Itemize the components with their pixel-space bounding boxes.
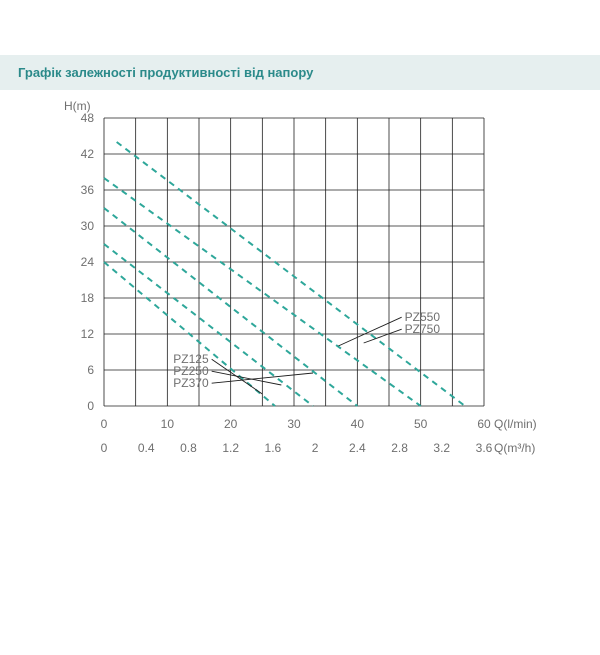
chart-title-bar: Графік залежності продуктивності від нап… <box>0 55 600 90</box>
y-tick: 0 <box>87 399 94 413</box>
x1-tick: 40 <box>351 417 365 431</box>
y-tick: 12 <box>81 327 95 341</box>
series-label: PZ750 <box>405 322 441 336</box>
x-axis-2-label: Q(m³/h) <box>494 441 535 455</box>
x2-tick: 0.8 <box>180 441 197 455</box>
y-tick: 36 <box>81 183 95 197</box>
x2-tick: 2.8 <box>391 441 408 455</box>
x-axis-1-label: Q(l/min) <box>494 417 537 431</box>
y-tick: 6 <box>87 363 94 377</box>
callout-line <box>364 329 402 343</box>
x1-tick: 50 <box>414 417 428 431</box>
y-tick: 24 <box>81 255 95 269</box>
x2-tick: 3.6 <box>476 441 493 455</box>
y-tick: 48 <box>81 111 95 125</box>
y-tick: 30 <box>81 219 95 233</box>
x2-tick: 2 <box>312 441 319 455</box>
chart-svg: H(m)0612182430364248PZ125PZ250PZ370PZ550… <box>0 90 600 560</box>
x1-tick: 10 <box>161 417 175 431</box>
x2-tick: 1.6 <box>265 441 282 455</box>
y-tick: 42 <box>81 147 95 161</box>
x2-tick: 3.2 <box>433 441 450 455</box>
performance-head-chart: H(m)0612182430364248PZ125PZ250PZ370PZ550… <box>0 90 600 560</box>
x2-tick: 0.4 <box>138 441 155 455</box>
y-tick: 18 <box>81 291 95 305</box>
x1-tick: 20 <box>224 417 238 431</box>
x2-tick: 1.2 <box>222 441 239 455</box>
x2-tick: 2.4 <box>349 441 366 455</box>
series-line-pz750 <box>117 142 465 406</box>
x2-tick: 0 <box>101 441 108 455</box>
x1-tick: 30 <box>287 417 301 431</box>
callout-line <box>338 317 401 346</box>
x1-tick: 0 <box>101 417 108 431</box>
series-label: PZ370 <box>173 376 209 390</box>
x1-tick: 60 <box>477 417 491 431</box>
chart-title: Графік залежності продуктивності від нап… <box>18 65 313 80</box>
